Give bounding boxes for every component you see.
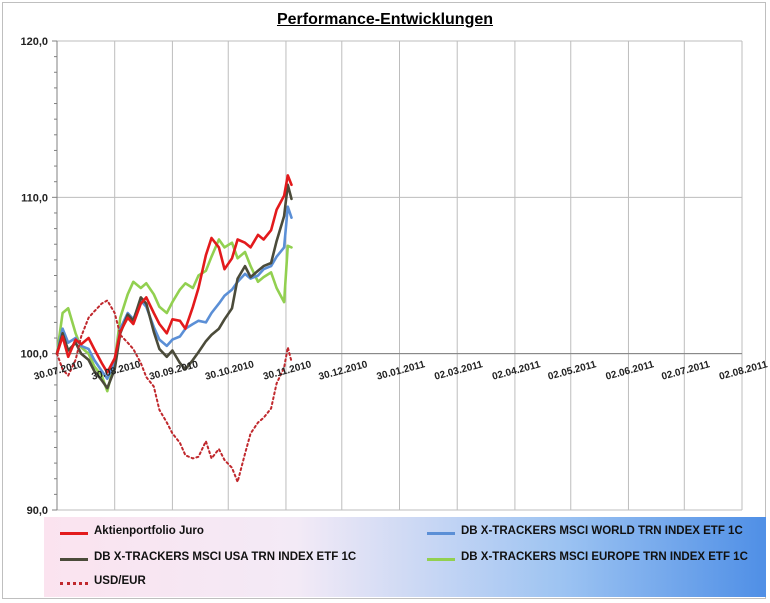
series-line-msci-world	[55, 205, 293, 381]
legend-label-usd-eur: USD/EUR	[94, 575, 146, 587]
series-line-msci-usa	[55, 183, 293, 390]
y-tick-label: 120,0	[20, 36, 48, 48]
y-tick-label: 110,0	[21, 192, 48, 204]
x-tick-label: 02.08.2011	[718, 359, 769, 383]
y-tick-label: 100,0	[20, 349, 48, 361]
legend-swatch-msci-usa	[60, 558, 88, 561]
x-tick-label: 30.09.2010	[148, 359, 200, 383]
legend-label-aktienportfolio: Aktienportfolio Juro	[94, 525, 204, 537]
series-layer	[55, 174, 293, 483]
legend-swatch-msci-world	[427, 532, 455, 535]
legend-label-msci-world: DB X-TRACKERS MSCI WORLD TRN INDEX ETF 1…	[461, 525, 743, 537]
x-tick-label: 02.03.2011	[433, 359, 484, 383]
grid-layer	[56, 40, 743, 511]
legend-swatch-usd-eur	[60, 582, 88, 585]
legend-swatch-aktienportfolio	[60, 532, 88, 535]
legend-label-msci-usa: DB X-TRACKERS MSCI USA TRN INDEX ETF 1C	[94, 551, 357, 563]
x-tick-label: 30.12.2010	[318, 359, 370, 383]
x-tick-label: 30.11.2010	[262, 359, 313, 383]
legend: Aktienportfolio Juro DB X-TRACKERS MSCI …	[44, 517, 766, 597]
x-tick-label: 02.06.2011	[605, 359, 656, 383]
series-line-usd-eur	[56, 299, 293, 483]
x-tick-label: 02.05.2011	[547, 359, 598, 383]
chart-title: Performance-Entwicklungen	[276, 11, 494, 28]
legend-label-msci-europe: DB X-TRACKERS MSCI EUROPE TRN INDEX ETF …	[461, 551, 748, 563]
x-tick-label: 02.07.2011	[660, 359, 711, 383]
x-tick-label: 30.07.2010	[33, 359, 85, 383]
axis-layer	[52, 40, 742, 511]
y-tick-label: 90,0	[27, 505, 48, 517]
series-line-msci-europe	[55, 238, 293, 393]
x-tick-label: 02.04.2011	[491, 359, 542, 383]
x-tick-label: 30.10.2010	[204, 359, 256, 383]
series-line-aktienportfolio	[55, 174, 293, 374]
legend-swatch-msci-europe	[427, 558, 455, 561]
x-tick-label: 30.01.2011	[376, 359, 427, 383]
